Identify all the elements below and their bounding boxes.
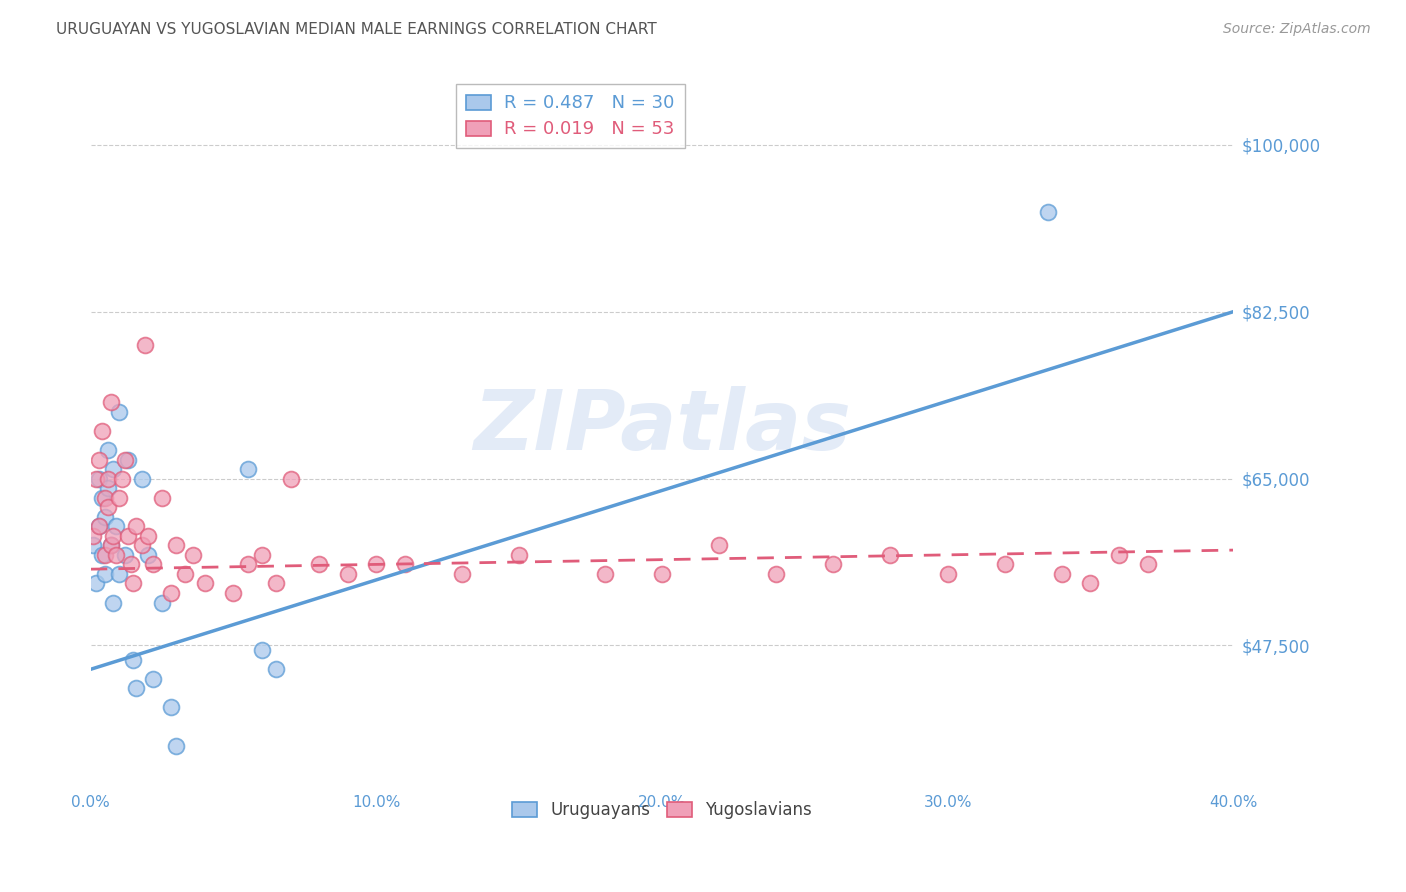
Yugoslavians [266, 576, 288, 591]
Uruguayans [100, 538, 122, 552]
Yugoslavians [131, 538, 153, 552]
Yugoslavians [86, 472, 108, 486]
Yugoslavians [97, 472, 120, 486]
Uruguayans [94, 509, 117, 524]
Uruguayans [125, 681, 148, 696]
Yugoslavians [1108, 548, 1130, 562]
Yugoslavians [183, 548, 205, 562]
Uruguayans [131, 472, 153, 486]
Yugoslavians [707, 538, 730, 552]
Text: ZIPatlas: ZIPatlas [472, 385, 851, 467]
Yugoslavians [97, 500, 120, 515]
Uruguayans [86, 576, 108, 591]
Uruguayans [108, 405, 131, 419]
Uruguayans [103, 462, 125, 476]
Yugoslavians [194, 576, 217, 591]
Yugoslavians [879, 548, 901, 562]
Uruguayans [1036, 204, 1059, 219]
Yugoslavians [91, 424, 114, 438]
Yugoslavians [120, 558, 142, 572]
Uruguayans [266, 662, 288, 676]
Yugoslavians [150, 491, 173, 505]
Yugoslavians [117, 529, 139, 543]
Yugoslavians [173, 566, 195, 581]
Yugoslavians [111, 472, 134, 486]
Yugoslavians [366, 558, 388, 572]
Uruguayans [108, 566, 131, 581]
Yugoslavians [122, 576, 145, 591]
Yugoslavians [89, 519, 111, 533]
Uruguayans [136, 548, 159, 562]
Uruguayans [97, 442, 120, 457]
Yugoslavians [336, 566, 359, 581]
Yugoslavians [114, 452, 136, 467]
Yugoslavians [165, 538, 187, 552]
Yugoslavians [236, 558, 259, 572]
Legend: Uruguayans, Yugoslavians: Uruguayans, Yugoslavians [505, 794, 818, 825]
Yugoslavians [1050, 566, 1073, 581]
Yugoslavians [308, 558, 330, 572]
Text: URUGUAYAN VS YUGOSLAVIAN MEDIAN MALE EARNINGS CORRELATION CHART: URUGUAYAN VS YUGOSLAVIAN MEDIAN MALE EAR… [56, 22, 657, 37]
Yugoslavians [159, 586, 181, 600]
Yugoslavians [82, 529, 104, 543]
Yugoslavians [100, 395, 122, 409]
Uruguayans [89, 519, 111, 533]
Yugoslavians [651, 566, 673, 581]
Uruguayans [89, 472, 111, 486]
Uruguayans [159, 700, 181, 714]
Yugoslavians [94, 491, 117, 505]
Uruguayans [142, 672, 165, 686]
Yugoslavians [134, 338, 156, 352]
Yugoslavians [222, 586, 245, 600]
Uruguayans [150, 596, 173, 610]
Yugoslavians [125, 519, 148, 533]
Uruguayans [165, 739, 187, 753]
Uruguayans [117, 452, 139, 467]
Yugoslavians [136, 529, 159, 543]
Yugoslavians [280, 472, 302, 486]
Uruguayans [91, 491, 114, 505]
Yugoslavians [100, 538, 122, 552]
Yugoslavians [451, 566, 474, 581]
Uruguayans [114, 548, 136, 562]
Uruguayans [105, 519, 128, 533]
Yugoslavians [105, 548, 128, 562]
Text: Source: ZipAtlas.com: Source: ZipAtlas.com [1223, 22, 1371, 37]
Uruguayans [94, 566, 117, 581]
Yugoslavians [508, 548, 530, 562]
Yugoslavians [142, 558, 165, 572]
Yugoslavians [765, 566, 787, 581]
Yugoslavians [94, 548, 117, 562]
Yugoslavians [1136, 558, 1159, 572]
Yugoslavians [103, 529, 125, 543]
Uruguayans [122, 653, 145, 667]
Yugoslavians [936, 566, 959, 581]
Uruguayans [97, 481, 120, 495]
Uruguayans [91, 548, 114, 562]
Yugoslavians [823, 558, 845, 572]
Yugoslavians [394, 558, 416, 572]
Yugoslavians [108, 491, 131, 505]
Uruguayans [250, 643, 273, 657]
Uruguayans [103, 596, 125, 610]
Uruguayans [236, 462, 259, 476]
Yugoslavians [593, 566, 616, 581]
Yugoslavians [250, 548, 273, 562]
Yugoslavians [994, 558, 1017, 572]
Uruguayans [82, 538, 104, 552]
Yugoslavians [1080, 576, 1102, 591]
Yugoslavians [89, 452, 111, 467]
